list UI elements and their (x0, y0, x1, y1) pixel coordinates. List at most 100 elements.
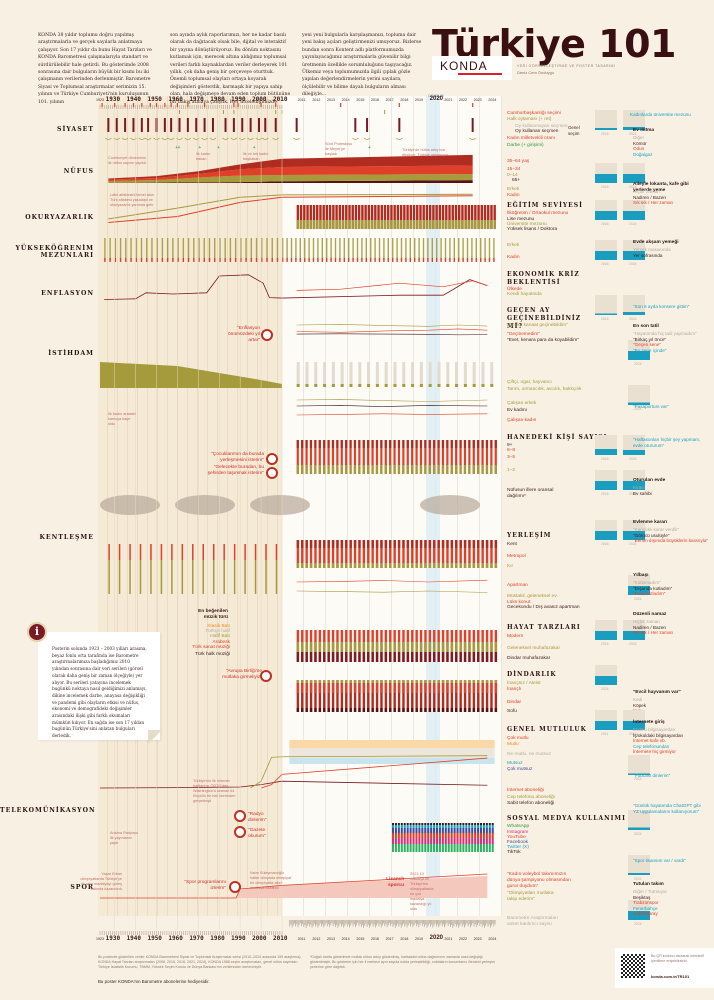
survey-participants-bar (344, 920, 346, 926)
year-label: 1960 (168, 935, 183, 942)
religiosity-bar-believer (349, 683, 352, 693)
settlement-bar-kir (336, 563, 339, 568)
household-bar-6-8 (309, 440, 313, 448)
education-bar-uni (393, 220, 396, 229)
survey-participants-bar (358, 920, 360, 927)
urban-bar-city (118, 544, 121, 560)
side-chart-question: "Günlük hayatımda ChatGPT gibi YZ uygula… (633, 803, 701, 814)
household-bar-1-2 (494, 465, 497, 474)
religiosity-bar-atheist (490, 680, 493, 683)
side-chart-option: "Evde kutladım" (633, 591, 666, 596)
presidential-election-mark (132, 103, 135, 107)
religiosity-bar-atheist (437, 680, 440, 683)
higher-ed-bar-female (109, 258, 111, 262)
household-bar-6-8 (477, 440, 480, 448)
year-label: 2023 (473, 937, 482, 941)
religiosity-bar-believer (406, 683, 410, 693)
religiosity-bar (472, 680, 476, 712)
social-media-bar (441, 844, 444, 852)
household-bar (406, 440, 409, 474)
religiosity-bar (367, 680, 370, 712)
survey-participants-bar (376, 920, 377, 926)
education-bar (454, 205, 458, 229)
employment-bar (296, 362, 300, 386)
religiosity-bar-devout (402, 708, 405, 712)
household-bar-1-2 (485, 465, 489, 474)
election-bar (115, 118, 118, 132)
higher-ed-bar-female (449, 258, 451, 262)
settlement-bar (345, 540, 348, 568)
higher-ed-bar-female (365, 258, 367, 262)
education-bar (474, 205, 477, 229)
qr-url-link[interactable]: konda.com.tr/TR101 (651, 974, 690, 979)
household-bar-6-8 (358, 440, 361, 448)
lifestyle-bar-trad (455, 642, 458, 652)
legend-genel-secim: Genel seçim (568, 125, 580, 136)
survey-participants-bar (345, 920, 347, 924)
survey-participants-bar (363, 920, 365, 928)
side-chart-option: "Benim dışımda büyüklerin kararıyla" (633, 538, 709, 543)
women-mp-mark (247, 137, 254, 140)
education-bar (390, 205, 393, 229)
social-media-bar (459, 844, 462, 852)
higher-ed-bar-female (172, 258, 174, 262)
social-media-bar (412, 833, 415, 838)
social-media-bar (394, 833, 397, 838)
year-label: 1940 (126, 935, 142, 942)
legend-kendi-hayatinda: Kendi hayatında (507, 292, 542, 297)
lifestyle-bar-trad (375, 642, 379, 652)
survey-participants-bar (494, 920, 496, 925)
legend-calisan-kadin: Çalışan kadın (507, 418, 537, 423)
higher-ed-bar-female (308, 258, 310, 262)
settlement-bar-kent (331, 540, 335, 548)
higher-ed-bar-male (317, 238, 319, 260)
settlement-bar (389, 540, 392, 568)
lifestyle-bar-religious (384, 652, 388, 662)
qr-code[interactable] (621, 954, 645, 978)
religiosity-bar (463, 680, 467, 712)
employment-bar-agri (472, 384, 476, 387)
survey-participants-bar (313, 920, 315, 924)
social-media-bar (397, 844, 400, 852)
muzik-turkce-hafif: Türkçe halif (205, 629, 230, 634)
survey-participants-bar (328, 920, 329, 925)
household-bar-1-2 (428, 465, 431, 474)
religiosity-bar (490, 680, 493, 712)
higher-ed-bar-female (299, 258, 301, 262)
survey-participants-bar (359, 920, 361, 925)
side-chart-option: Evdeki bilgisayardan (633, 727, 676, 732)
survey-participants-bar (385, 920, 387, 925)
side-chart-option: Diğer / Tutmuyor (633, 889, 667, 894)
survey-participants-bar (297, 920, 299, 928)
side-chart-question: Oturulan evde (633, 478, 666, 483)
education-bar-uni (448, 220, 451, 229)
election-bar (107, 118, 110, 132)
higher-ed-bar-male (348, 238, 350, 260)
survey-participants-bar (405, 920, 407, 925)
education-bar-uni (438, 220, 442, 229)
education-bar (425, 205, 429, 229)
lifestyle-bar-religious (314, 652, 317, 662)
survey-participants-bar (394, 920, 396, 928)
settlement-bar-kent (441, 540, 445, 548)
legend-oy-kullanmayan: Oy kullanmayan seçmen (515, 124, 568, 129)
legend-ulkede: Ülkede (507, 287, 522, 292)
lifestyle-bar-religious (424, 652, 427, 662)
social-media-bar (424, 823, 427, 825)
settlement-bar (397, 540, 401, 568)
survey-participants-bar (492, 920, 494, 924)
education-bar (316, 205, 319, 229)
education-bar (348, 205, 351, 229)
survey-participants-bar (335, 920, 336, 927)
survey-participants-bar (470, 920, 471, 928)
social-media-bar (491, 838, 494, 844)
quote-gazete: "Gazete okurum" (248, 828, 266, 839)
survey-participants-bar (475, 920, 477, 928)
education-bar-uni (461, 220, 464, 229)
survey-participants-bar (323, 920, 325, 928)
qr-box[interactable]: Bu QR kodunu okutarak interaktif içerikl… (615, 948, 714, 988)
year-label: 1970 (189, 935, 204, 942)
household-bar-1-2 (402, 465, 405, 474)
waffle-year-label: 2024 (634, 832, 642, 836)
religiosity-bar-devout (428, 708, 432, 712)
